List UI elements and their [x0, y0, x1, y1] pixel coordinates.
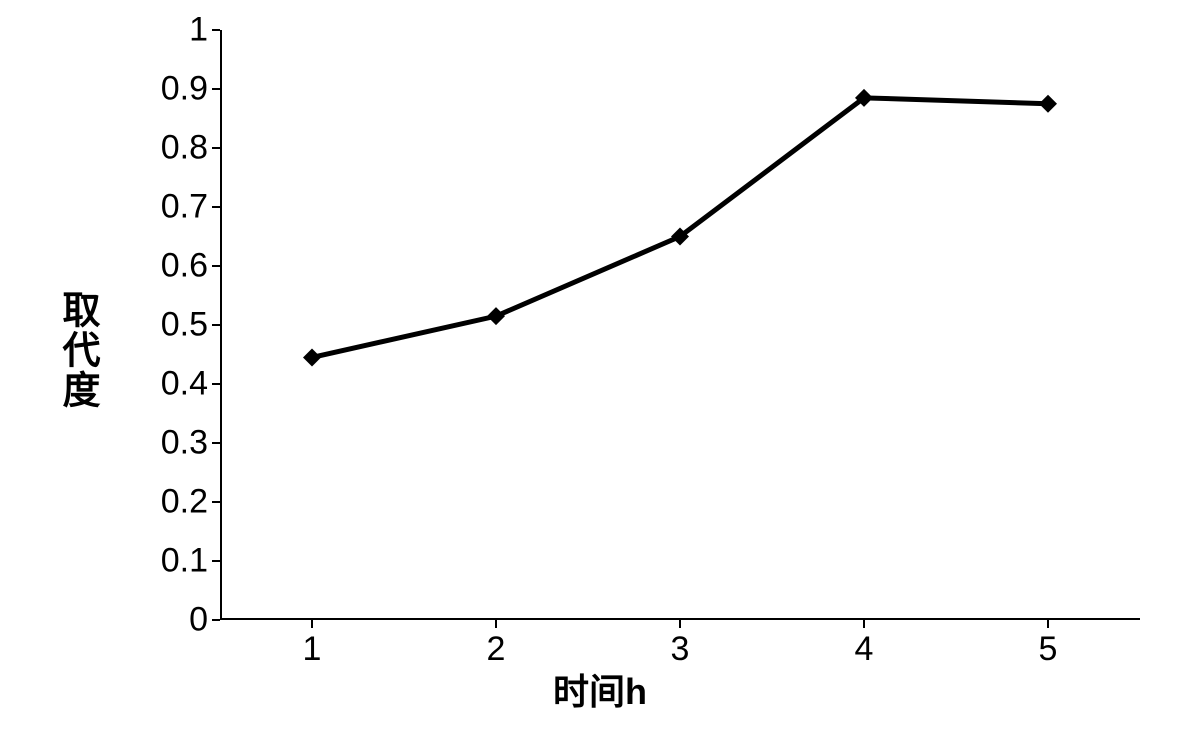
y-tick-mark [212, 206, 220, 208]
plot-area: 00.10.20.30.40.50.60.70.80.9112345 [220, 30, 1140, 620]
x-tick-label: 4 [855, 630, 874, 669]
y-tick-label: 0.9 [161, 70, 208, 109]
y-tick-mark [212, 29, 220, 31]
y-tick-label: 0.7 [161, 188, 208, 227]
x-axis-label: 时间h [553, 663, 647, 715]
y-tick-label: 0.8 [161, 129, 208, 168]
x-tick-mark [311, 620, 313, 628]
y-tick-mark [212, 147, 220, 149]
x-tick-label: 2 [487, 630, 506, 669]
y-tick-mark [212, 265, 220, 267]
y-tick-label: 0.6 [161, 247, 208, 286]
y-tick-mark [212, 383, 220, 385]
chart-container: 取代度 时间h 00.10.20.30.40.50.60.70.80.91123… [40, 20, 1160, 720]
y-tick-mark [212, 501, 220, 503]
x-tick-mark [679, 620, 681, 628]
x-tick-mark [1047, 620, 1049, 628]
x-tick-label: 3 [671, 630, 690, 669]
y-tick-mark [212, 619, 220, 621]
y-tick-label: 0 [189, 601, 208, 640]
data-marker [303, 348, 321, 366]
y-tick-mark [212, 560, 220, 562]
y-tick-mark [212, 88, 220, 90]
y-tick-label: 0.1 [161, 542, 208, 581]
y-tick-label: 1 [189, 11, 208, 50]
line-chart-svg [220, 30, 1140, 620]
y-axis-label: 取代度 [50, 290, 105, 410]
data-marker [1039, 95, 1057, 113]
data-marker [487, 307, 505, 325]
y-tick-mark [212, 324, 220, 326]
x-tick-label: 5 [1039, 630, 1058, 669]
y-tick-label: 0.3 [161, 424, 208, 463]
x-tick-label: 1 [303, 630, 322, 669]
y-tick-mark [212, 442, 220, 444]
y-tick-label: 0.2 [161, 483, 208, 522]
x-tick-mark [863, 620, 865, 628]
y-tick-label: 0.4 [161, 365, 208, 404]
y-tick-label: 0.5 [161, 306, 208, 345]
x-tick-mark [495, 620, 497, 628]
